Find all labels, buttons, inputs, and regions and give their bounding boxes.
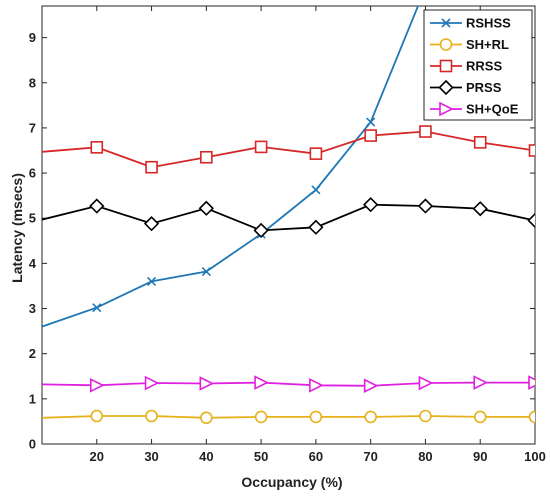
data-point-3-9 — [527, 212, 535, 229]
data-point-4-2 — [144, 375, 160, 391]
x-tick-label: 90 — [473, 449, 487, 464]
data-point-4-1 — [89, 378, 105, 393]
data-point-3-3 — [198, 200, 214, 216]
data-point-1-6 — [364, 410, 377, 424]
x-axis-label: Occupancy (%) — [241, 474, 342, 490]
legend-marker-0 — [441, 18, 451, 28]
data-point-1-1 — [90, 409, 104, 423]
data-point-4-7 — [418, 375, 434, 391]
data-point-2-8 — [473, 136, 487, 149]
data-point-4-6 — [363, 378, 379, 394]
data-point-1-3 — [200, 411, 213, 425]
y-tick-label: 1 — [29, 391, 36, 406]
y-tick-label: 4 — [29, 256, 37, 271]
legend-label-2: RRSS — [466, 59, 502, 74]
data-point-0-2-b — [146, 276, 157, 287]
x-tick-label: 100 — [524, 449, 546, 464]
legend-marker-3 — [438, 79, 454, 96]
data-point-1-2 — [145, 409, 158, 423]
x-tick-label: 80 — [418, 449, 432, 464]
y-tick-label: 3 — [29, 301, 36, 316]
data-point-2-1 — [90, 141, 104, 154]
data-point-0-1 — [92, 303, 102, 313]
series-line-1 — [42, 415, 535, 419]
x-tick-label: 20 — [90, 449, 104, 464]
series-line-2 — [42, 130, 535, 169]
data-point-0-3-b — [201, 266, 211, 277]
legend-marker-2 — [439, 59, 453, 73]
data-point-3-8 — [472, 201, 488, 217]
data-point-3-4 — [253, 222, 269, 239]
x-tick-label: 60 — [309, 449, 323, 464]
data-point-3-5 — [308, 219, 324, 235]
data-point-1-5 — [309, 410, 323, 424]
plot-area — [42, 6, 535, 425]
y-tick-label: 9 — [29, 30, 36, 45]
data-point-3-7 — [417, 198, 434, 214]
legend-label-1: SH+RL — [466, 37, 509, 52]
data-point-3-6 — [363, 197, 379, 213]
data-point-4-5 — [309, 378, 324, 393]
y-tick-label: 2 — [29, 346, 36, 361]
data-point-4-8 — [473, 375, 489, 390]
data-point-1-7 — [419, 409, 432, 423]
y-tick-label: 8 — [29, 75, 36, 90]
x-tick-label: 70 — [363, 449, 377, 464]
y-axis-label: Latency (msecs) — [9, 173, 25, 283]
data-point-0-5-b — [311, 185, 321, 195]
data-point-2-7 — [419, 125, 432, 138]
data-point-0-2 — [146, 276, 157, 287]
legend-marker-1 — [439, 38, 453, 51]
data-point-2-6 — [364, 129, 377, 142]
data-point-1-9 — [528, 410, 535, 424]
y-tick-label: 5 — [29, 211, 36, 226]
series-line-0 — [42, 6, 419, 328]
series-line-4 — [42, 381, 535, 387]
data-point-0-1-b — [92, 303, 102, 313]
data-point-3-1 — [89, 198, 105, 214]
legend-marker-0-b — [441, 18, 451, 28]
data-point-0-3 — [201, 266, 211, 277]
legend-label-0: RSHSS — [466, 16, 511, 31]
data-point-2-5 — [309, 147, 323, 160]
y-tick-label: 0 — [29, 437, 36, 452]
y-tick-label: 6 — [29, 166, 36, 181]
legend-label-4: SH+QoE — [466, 102, 519, 117]
x-tick-label: 50 — [254, 449, 268, 464]
legend-label-3: PRSS — [466, 80, 502, 95]
data-point-2-3 — [200, 150, 213, 164]
data-point-0-5 — [311, 185, 321, 195]
x-tick-label: 30 — [144, 449, 158, 464]
y-tick-label: 7 — [29, 120, 36, 135]
data-point-1-8 — [473, 410, 487, 424]
x-tick-label: 40 — [199, 449, 213, 464]
data-point-4-4 — [254, 375, 269, 390]
data-point-2-9 — [528, 144, 535, 157]
data-point-2-4 — [254, 140, 268, 154]
data-point-0-6 — [366, 117, 376, 127]
data-point-4-9 — [528, 375, 535, 390]
data-point-2-2 — [145, 160, 158, 174]
data-point-0-6-b — [366, 117, 376, 127]
legend-marker-4 — [439, 101, 454, 117]
data-point-1-4 — [254, 410, 268, 424]
data-point-3-2 — [143, 216, 160, 232]
series-line-3 — [42, 203, 535, 232]
data-point-4-3 — [199, 376, 215, 391]
